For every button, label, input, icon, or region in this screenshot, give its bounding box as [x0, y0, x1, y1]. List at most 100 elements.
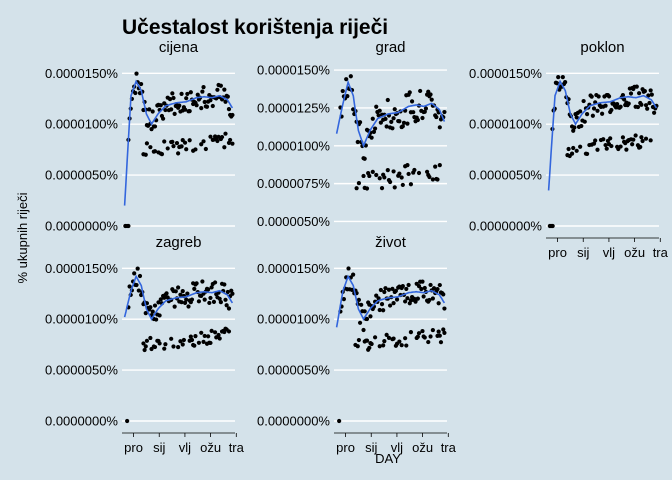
data-point [217, 336, 222, 341]
y-tick-label: 0.0000100% [257, 138, 330, 153]
data-point [422, 285, 427, 291]
data-point [608, 136, 613, 141]
data-point [435, 177, 440, 182]
data-point [405, 163, 410, 168]
data-point [192, 286, 197, 291]
data-point [383, 286, 388, 291]
data-point [126, 223, 131, 229]
smooth-line [123, 79, 234, 206]
data-point [141, 341, 146, 346]
data-point [429, 97, 434, 102]
data-point [579, 123, 584, 129]
data-point [345, 94, 350, 99]
data-point [362, 309, 367, 314]
data-point [400, 284, 405, 289]
data-point [642, 89, 647, 94]
data-point [409, 99, 415, 104]
data-point [393, 288, 398, 293]
data-point [344, 77, 349, 82]
data-point [188, 90, 193, 95]
data-point [199, 105, 204, 111]
data-point [152, 344, 158, 350]
data-point [633, 133, 638, 138]
data-point [437, 125, 442, 130]
data-point [407, 90, 412, 95]
data-point [578, 109, 583, 114]
y-tick-label: 0.0000050% [45, 363, 118, 378]
data-point [187, 109, 192, 114]
facet-title: cijena [159, 39, 199, 56]
y-tick-label: 0.0000000% [469, 219, 542, 234]
data-point [609, 107, 614, 113]
data-point [554, 81, 560, 86]
data-point [403, 336, 408, 341]
x-tick-label: ožu [412, 440, 433, 455]
data-point [143, 152, 148, 157]
y-tick-label: 0.0000050% [257, 214, 330, 229]
data-point [202, 333, 207, 339]
data-point [604, 146, 609, 151]
data-point [225, 289, 230, 295]
data-point [356, 297, 362, 302]
data-point [148, 305, 153, 310]
data-point [201, 139, 206, 144]
data-point [369, 135, 374, 140]
data-point [346, 266, 351, 271]
data-point [186, 304, 191, 309]
data-point [397, 171, 402, 176]
data-point [178, 292, 183, 297]
data-point [618, 104, 623, 109]
data-point [379, 302, 385, 307]
data-point [381, 308, 386, 313]
data-point [391, 116, 396, 121]
data-point [152, 303, 158, 308]
data-point [408, 330, 414, 335]
data-point [341, 297, 346, 302]
data-point [163, 107, 168, 113]
data-point [377, 108, 382, 113]
data-point [357, 120, 363, 125]
data-point [378, 287, 383, 293]
data-point [433, 164, 438, 169]
facet-poklon: poklon 0.0000000% 0.0000050% 0.0000100% 0.00… [469, 39, 669, 260]
data-point [225, 94, 230, 99]
data-point [595, 108, 600, 113]
y-tick-label: 0.0000100% [257, 312, 330, 327]
y-tick-label: 0.0000050% [45, 168, 118, 183]
facet-zagreb: zagreb 0.0000000% 0.0000050% 0.0000100% 0.00… [45, 234, 245, 455]
data-point [369, 341, 374, 347]
data-point [226, 329, 232, 334]
x-tick-label: vlj [603, 245, 615, 260]
data-point [436, 301, 441, 306]
y-tick-label: 0.0000150% [257, 63, 330, 78]
data-point [150, 109, 155, 114]
data-point [563, 80, 568, 85]
data-point [176, 344, 181, 350]
chart-title: Učestalost korištenja riječi [122, 16, 388, 39]
data-point [169, 107, 174, 112]
data-point [356, 180, 362, 186]
x-tick-label: ožu [624, 245, 645, 260]
data-point [361, 327, 366, 333]
data-point [354, 186, 359, 191]
data-point [355, 139, 360, 145]
data-point [201, 85, 206, 90]
data-point [436, 329, 441, 334]
facet-title: život [375, 234, 407, 251]
data-point [399, 175, 404, 180]
data-point [420, 115, 425, 121]
data-point [217, 296, 222, 301]
data-point [581, 98, 586, 104]
x-tick-label: vlj [179, 440, 191, 455]
data-point [391, 301, 396, 306]
data-point [385, 97, 390, 103]
data-point [600, 111, 605, 116]
data-point [134, 282, 139, 288]
data-point [550, 223, 555, 229]
data-point [215, 138, 220, 144]
data-point [137, 273, 143, 279]
data-point [405, 296, 410, 301]
y-axis-label: % ukupnih riječi [15, 192, 30, 283]
data-point [404, 286, 409, 292]
data-point [187, 138, 192, 143]
